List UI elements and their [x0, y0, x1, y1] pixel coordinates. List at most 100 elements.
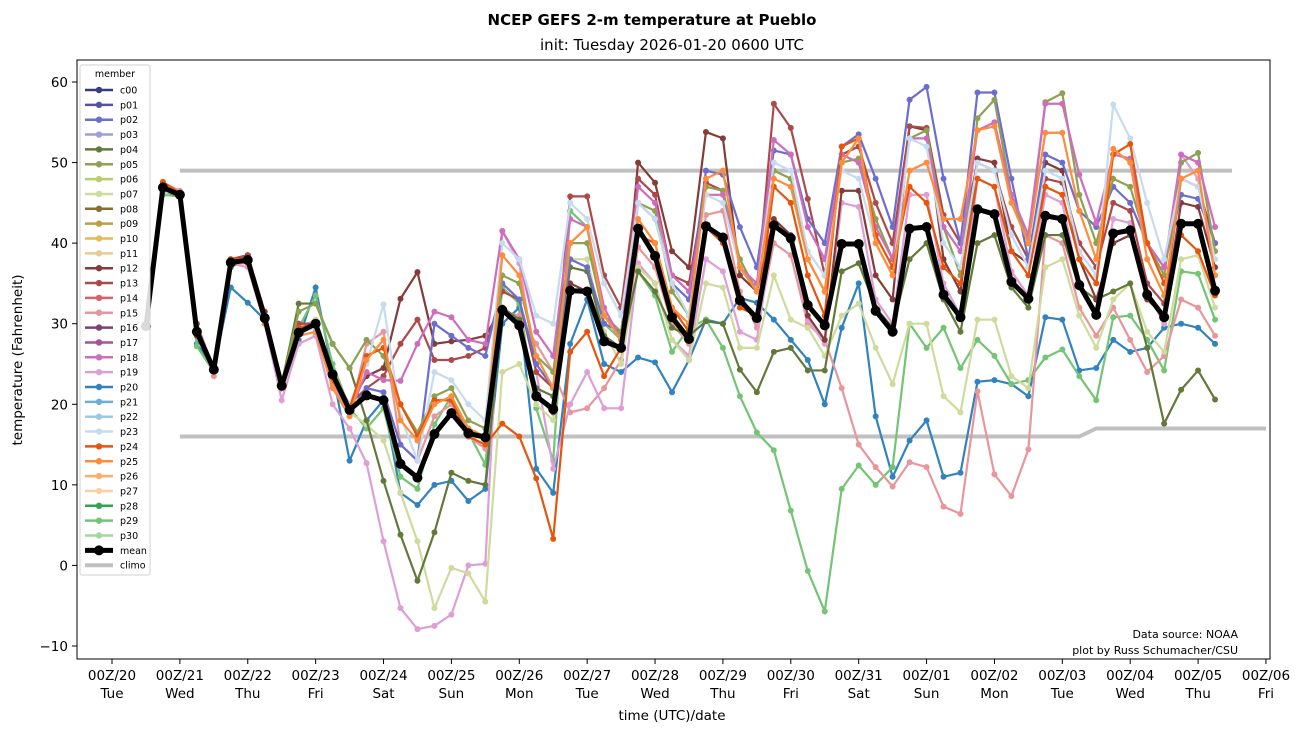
data-point: [567, 340, 574, 347]
legend-swatch-marker: [95, 532, 103, 539]
data-point: [1076, 207, 1083, 214]
x-tick-day-label: Mon: [980, 686, 1008, 702]
data-point: [584, 240, 591, 247]
y-tick-label: 50: [51, 156, 68, 172]
data-point: [346, 365, 353, 372]
data-point: [652, 280, 659, 287]
mean-point: [174, 189, 185, 200]
data-point: [363, 356, 370, 363]
series-line: [144, 193, 1217, 616]
data-point: [1212, 304, 1219, 311]
data-point: [618, 360, 625, 367]
legend-entry-p19: p19: [85, 368, 138, 379]
legend-swatch-marker: [95, 116, 103, 123]
mean-point: [938, 289, 949, 300]
data-point: [991, 183, 998, 190]
data-point: [482, 352, 489, 359]
data-point: [635, 183, 642, 190]
data-point: [1178, 256, 1185, 263]
data-point: [974, 89, 981, 96]
data-point: [431, 320, 438, 327]
data-point: [1008, 493, 1015, 500]
data-point: [618, 405, 625, 412]
data-point: [1161, 320, 1168, 327]
mean-point: [650, 251, 661, 262]
x-tick-day-label: Wed: [640, 686, 669, 702]
x-tick-label: 00Z/01: [902, 668, 950, 684]
data-point: [991, 159, 998, 166]
data-point: [940, 215, 947, 222]
data-point: [1008, 248, 1015, 255]
data-point: [719, 268, 726, 275]
x-tick-day-label: Fri: [308, 686, 324, 702]
mean-point: [531, 391, 542, 402]
mean-point: [633, 223, 644, 234]
data-point: [635, 354, 642, 361]
x-tick-day-label: Sun: [914, 686, 940, 702]
x-tick-label: 00Z/05: [1174, 668, 1222, 684]
data-point: [974, 378, 981, 385]
data-point: [448, 393, 455, 400]
data-point: [940, 264, 947, 271]
mean-point: [700, 221, 711, 232]
data-point: [923, 417, 930, 424]
mean-point: [1125, 225, 1136, 236]
legend-entry-p18: p18: [85, 353, 138, 364]
x-tick-label: 00Z/31: [835, 668, 883, 684]
mean-point: [1040, 210, 1051, 221]
data-point: [736, 264, 743, 271]
data-point: [1059, 159, 1066, 166]
data-point: [855, 441, 862, 448]
data-point: [821, 336, 828, 343]
data-point: [278, 397, 285, 404]
mean-point: [1074, 280, 1085, 291]
data-point: [1161, 256, 1168, 263]
legend-box: [79, 64, 151, 576]
data-point: [1212, 340, 1219, 347]
data-point: [923, 135, 930, 142]
data-point: [601, 280, 608, 287]
data-point: [1110, 296, 1117, 303]
data-point: [957, 328, 964, 335]
data-point: [1093, 344, 1100, 351]
data-point: [312, 300, 319, 307]
legend-entry-p04: p04: [85, 145, 138, 156]
data-point: [499, 240, 506, 247]
legend-swatch-marker: [95, 472, 103, 480]
y-axis: −10 0 10 20 30 40 50 60: [40, 75, 77, 655]
data-point: [465, 477, 472, 484]
data-point: [482, 441, 489, 448]
data-point: [397, 340, 404, 347]
data-point: [1076, 171, 1083, 178]
data-point: [652, 240, 659, 247]
data-point: [584, 405, 591, 412]
data-point: [770, 175, 777, 182]
data-point: [1127, 336, 1134, 343]
data-point: [957, 510, 964, 517]
mean-point: [785, 233, 796, 244]
legend-entry-p15: p15: [85, 308, 138, 319]
data-point: [1195, 149, 1202, 156]
series-line: [144, 189, 1217, 612]
legend: member c00 p01 p02 p03 p04 p05 p06 p07 p08 p09 p10 p…: [79, 64, 151, 576]
legend-label: p21: [120, 397, 138, 408]
data-point: [380, 301, 387, 308]
data-point: [923, 344, 930, 351]
mean-point: [1193, 218, 1204, 229]
y-tick-label: −10: [40, 639, 69, 655]
data-point: [1127, 312, 1134, 319]
data-point: [957, 215, 964, 222]
data-point: [448, 564, 455, 571]
x-tick-label: 00Z/20: [88, 668, 136, 684]
data-point: [974, 240, 981, 247]
legend-label: p16: [120, 323, 138, 334]
data-point: [1212, 224, 1219, 231]
data-point: [685, 356, 692, 363]
data-point: [719, 135, 726, 142]
data-point: [855, 300, 862, 307]
legend-swatch-marker: [95, 205, 103, 212]
series-p19: [142, 151, 1219, 633]
data-point: [804, 367, 811, 374]
data-point: [669, 389, 676, 396]
series-p12: [142, 123, 1219, 416]
